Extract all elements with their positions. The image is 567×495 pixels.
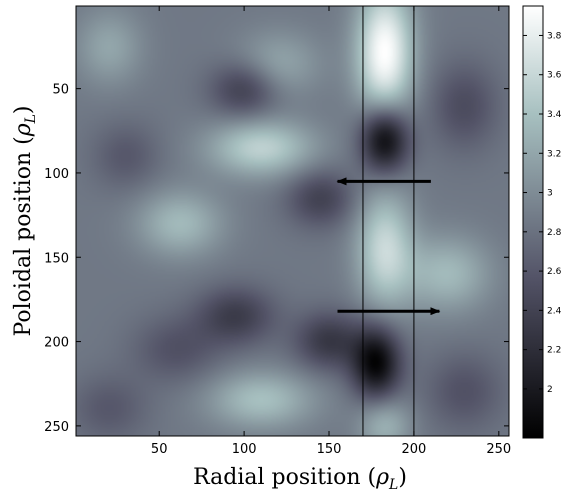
x-axis-label: Radial position (ρL) [193,465,407,493]
y-tick-label: 50 [52,83,69,98]
colorbar-tick-label: 2 [547,385,553,395]
colorbar-tick-label: 3.8 [547,31,562,41]
colorbar-tick-label: 2.2 [547,346,561,356]
y-tick-label: 200 [44,336,69,351]
x-tick-label: 50 [151,442,168,457]
colorbar-tick-label: 2.6 [547,267,562,277]
colorbar-tick-label: 3.4 [547,110,562,120]
heatmap-image [76,6,509,436]
x-tick-label: 100 [232,442,257,457]
colorbar: 2 2.2 2.4 2.6 2.8 3 3.2 3.4 3.6 3.8 [523,6,562,438]
plot-area: 50 100 150 200 250 50 100 150 200 250 [44,6,511,457]
x-tick-label: 250 [486,442,511,457]
y-tick-label: 250 [44,420,69,435]
colorbar-gradient [523,6,543,438]
colorbar-tick-label: 2.8 [547,228,562,238]
x-tick-label: 150 [317,442,342,457]
colorbar-tick-label: 3.2 [547,149,561,159]
y-axis-label: Poloidal position (ρL) [11,105,39,336]
x-tick-label: 200 [401,442,426,457]
colorbar-tick-label: 3.6 [547,71,562,81]
y-tick-label: 150 [44,251,69,266]
colorbar-tick-label: 3 [547,189,553,199]
colorbar-tick-label: 2.4 [547,306,562,316]
y-tick-label: 100 [44,167,69,182]
